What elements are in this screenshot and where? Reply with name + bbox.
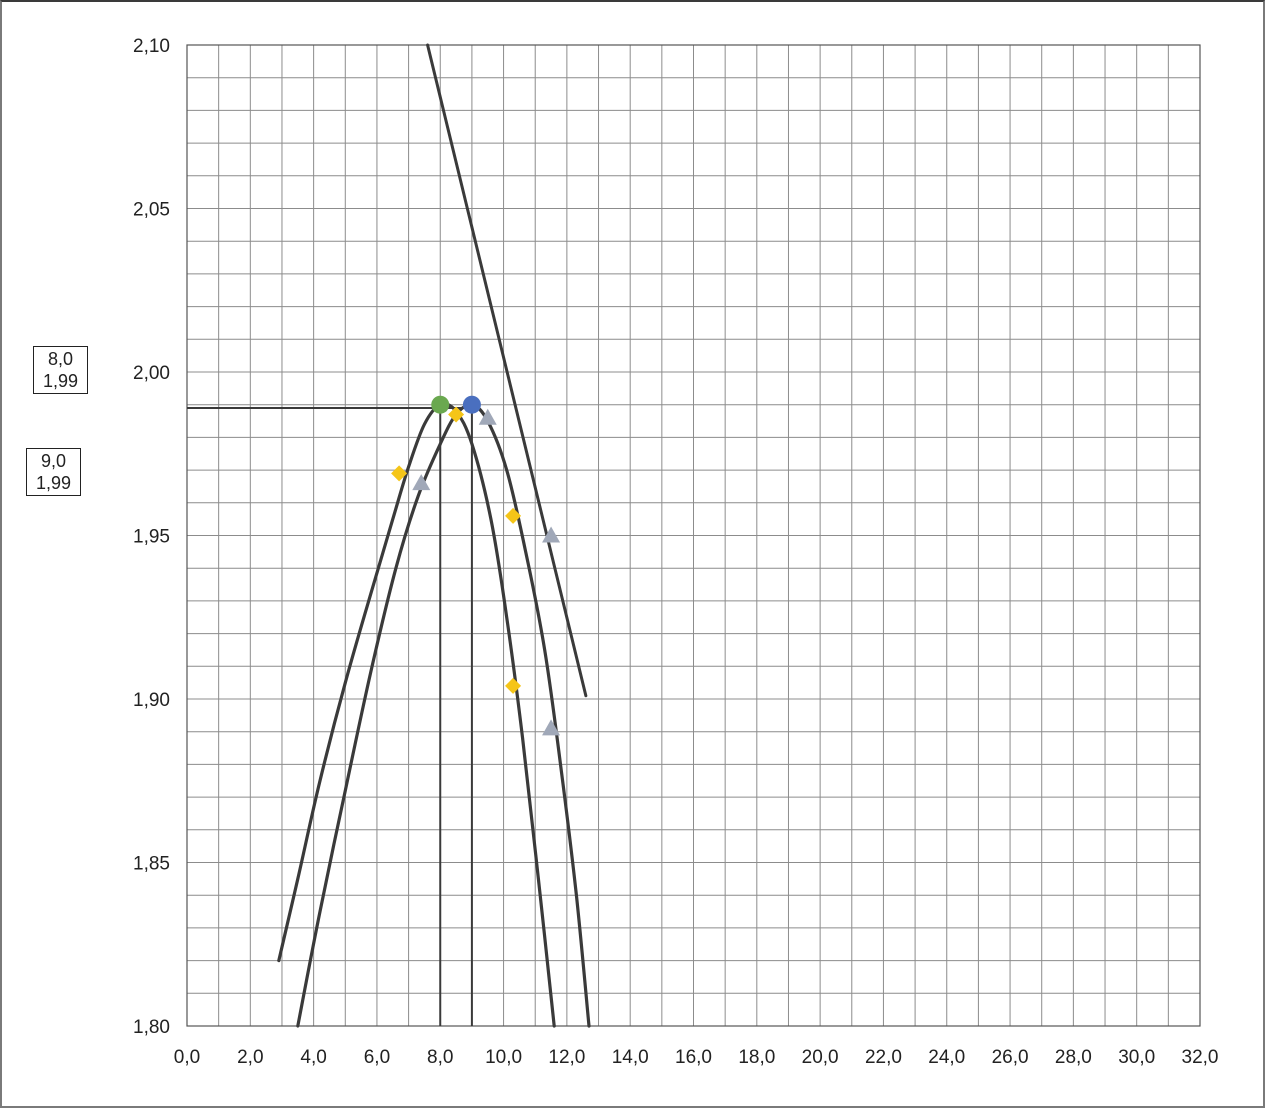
diamond-marker: [448, 406, 465, 423]
y-tick-label: 1,90: [133, 690, 170, 711]
optimum-callout-2: 9,0 1,99: [26, 448, 81, 496]
diamond-marker: [391, 465, 408, 482]
circle-marker: [462, 395, 481, 414]
optimum-guides: [187, 406, 473, 1026]
x-tick-label: 30,0: [1118, 1047, 1155, 1068]
x-tick-label: 12,0: [548, 1047, 585, 1068]
x-tick-label: 6,0: [364, 1047, 390, 1068]
x-tick-label: 8,0: [427, 1047, 453, 1068]
x-tick-label: 0,0: [174, 1047, 200, 1068]
marker-layer: [391, 395, 561, 736]
triangle-marker: [542, 526, 561, 543]
triangle-marker: [478, 408, 497, 425]
grid: [186, 44, 1201, 1027]
plot-area-border: [186, 44, 1201, 1027]
y-tick-label: 2,00: [133, 363, 170, 384]
x-tick-label: 26,0: [992, 1047, 1029, 1068]
saturation-line: [426, 43, 588, 698]
x-tick-label: 4,0: [300, 1047, 326, 1068]
callout-2-x: 9,0: [40, 451, 67, 471]
callout-2-y: 1,99: [35, 473, 72, 493]
y-tick-label: 2,10: [133, 36, 170, 57]
x-tick-label: 32,0: [1182, 1047, 1219, 1068]
x-tick-label: 20,0: [802, 1047, 839, 1068]
y-axis-ticks: 1,80 1,85 1,90 1,95 2,00 2,05 2,10: [133, 36, 170, 1038]
y-tick-label: 2,05: [133, 200, 170, 221]
y-tick-label: 1,95: [133, 527, 170, 548]
y-tick-label: 1,80: [133, 1017, 170, 1038]
x-tick-label: 2,0: [237, 1047, 263, 1068]
x-tick-label: 28,0: [1055, 1047, 1092, 1068]
x-tick-label: 14,0: [612, 1047, 649, 1068]
optimum-callout-1: 8,0 1,99: [33, 346, 88, 394]
x-tick-label: 22,0: [865, 1047, 902, 1068]
x-axis-ticks: 0,0 2,0 4,0 6,0 8,0 10,0 12,0 14,0 16,0 18,0 20,0 2…: [174, 1047, 1219, 1068]
circle-marker: [431, 395, 450, 414]
callout-1-x: 8,0: [47, 349, 74, 369]
triangle-marker: [412, 474, 431, 491]
diamond-marker: [505, 507, 522, 524]
triangle-marker: [542, 719, 561, 736]
x-tick-label: 10,0: [485, 1047, 522, 1068]
callout-1-y: 1,99: [42, 371, 79, 391]
x-tick-label: 24,0: [928, 1047, 965, 1068]
diamond-marker: [505, 677, 522, 694]
y-tick-label: 1,85: [133, 854, 170, 875]
x-tick-label: 18,0: [738, 1047, 775, 1068]
x-tick-label: 16,0: [675, 1047, 712, 1068]
